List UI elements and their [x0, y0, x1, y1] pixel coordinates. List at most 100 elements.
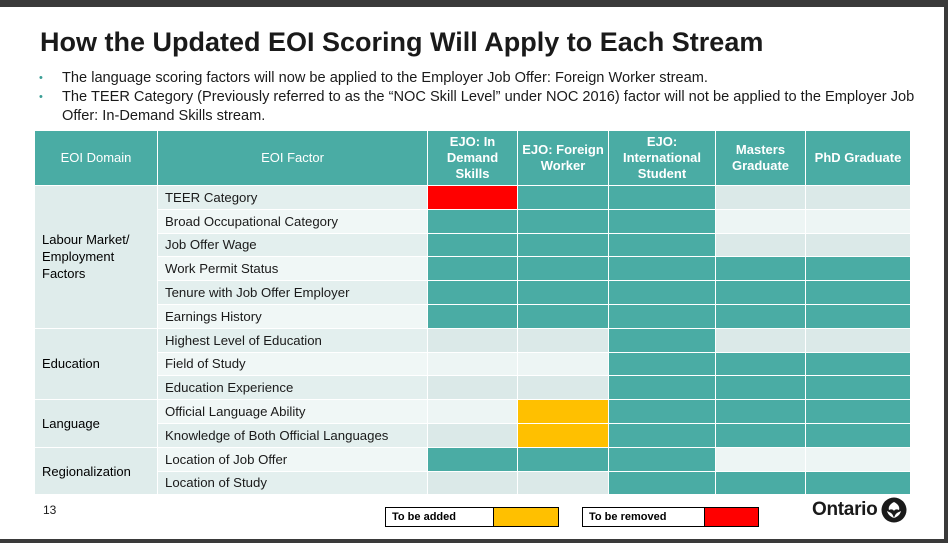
factor-cell: Work Permit Status: [158, 257, 428, 282]
factor-cell: Tenure with Job Offer Employer: [158, 281, 428, 305]
status-cell-applied: [716, 400, 806, 424]
legend-to-be-added: To be added: [385, 507, 559, 527]
factor-cell: Job Offer Wage: [158, 233, 428, 258]
slide-bottom-border: [0, 539, 948, 543]
legend-removed-swatch: [705, 508, 758, 526]
status-cell-applied: [609, 471, 716, 496]
status-cell-applied: [716, 471, 806, 496]
status-cell-added: [518, 423, 609, 448]
status-cell-applied: [609, 233, 716, 258]
status-cell-not-applied: [806, 328, 911, 353]
status-cell-applied: [806, 471, 911, 496]
status-cell-applied: [428, 447, 518, 472]
status-cell-applied: [609, 186, 716, 210]
status-cell-applied: [716, 281, 806, 305]
status-cell-not-applied: [518, 471, 609, 496]
status-cell-applied: [609, 209, 716, 234]
status-cell-not-applied: [806, 209, 911, 234]
domain-education: Education: [35, 328, 158, 401]
status-cell-not-applied: [518, 376, 609, 401]
status-cell-applied: [806, 423, 911, 448]
status-cell-applied: [609, 352, 716, 377]
status-cell-applied: [609, 257, 716, 282]
status-cell-applied: [806, 376, 911, 401]
status-cell-applied: [609, 423, 716, 448]
page-number: 13: [43, 503, 57, 517]
status-cell-applied: [716, 304, 806, 329]
slide-title: How the Updated EOI Scoring Will Apply t…: [40, 27, 764, 57]
status-cell-applied: [518, 281, 609, 305]
factor-cell: Knowledge of Both Official Languages: [158, 423, 428, 448]
status-cell-removed: [428, 186, 518, 210]
status-cell-not-applied: [518, 352, 609, 377]
status-cell-applied: [428, 304, 518, 329]
status-cell-applied: [518, 257, 609, 282]
status-cell-applied: [806, 257, 911, 282]
ontario-wordmark: Ontario: [812, 499, 878, 520]
legend-to-be-removed: To be removed: [582, 507, 759, 527]
domain-regionalization: Regionalization: [35, 447, 158, 496]
header-masters-graduate: Masters Graduate: [716, 131, 806, 186]
factor-cell: Education Experience: [158, 376, 428, 401]
header-phd-graduate: PhD Graduate: [806, 131, 911, 186]
status-cell-not-applied: [428, 471, 518, 496]
trillium-icon: [881, 497, 907, 523]
status-cell-applied: [806, 281, 911, 305]
header-ejo-international-student: EJO: International Student: [609, 131, 716, 186]
status-cell-not-applied: [428, 423, 518, 448]
status-cell-applied: [609, 400, 716, 424]
status-cell-applied: [716, 352, 806, 377]
header-eoi-domain: EOI Domain: [35, 131, 158, 186]
status-cell-applied: [716, 257, 806, 282]
legend-added-swatch: [494, 508, 558, 526]
status-cell-applied: [806, 400, 911, 424]
status-cell-not-applied: [428, 328, 518, 353]
status-cell-applied: [609, 447, 716, 472]
status-cell-not-applied: [518, 328, 609, 353]
header-ejo-foreign-worker: EJO: Foreign Worker: [518, 131, 609, 186]
status-cell-not-applied: [428, 352, 518, 377]
bullet-item: The language scoring factors will now be…: [38, 69, 918, 88]
status-cell-applied: [609, 376, 716, 401]
status-cell-not-applied: [428, 400, 518, 424]
status-cell-not-applied: [716, 209, 806, 234]
status-cell-applied: [518, 233, 609, 258]
status-cell-not-applied: [806, 447, 911, 472]
slide-top-border: [0, 0, 948, 7]
status-cell-applied: [428, 209, 518, 234]
header-eoi-factor: EOI Factor: [158, 131, 428, 186]
factor-cell: Field of Study: [158, 352, 428, 377]
status-cell-not-applied: [716, 328, 806, 353]
status-cell-not-applied: [716, 186, 806, 210]
slide-right-border: [944, 0, 948, 543]
status-cell-applied: [716, 423, 806, 448]
status-cell-applied: [518, 304, 609, 329]
header-ejo-in-demand-skills: EJO: In Demand Skills: [428, 131, 518, 186]
factor-cell: Broad Occupational Category: [158, 209, 428, 234]
eoi-scoring-table: EOI Domain EOI Factor EJO: In Demand Ski…: [35, 131, 911, 496]
status-cell-applied: [716, 376, 806, 401]
domain-language: Language: [35, 400, 158, 448]
factor-cell: Official Language Ability: [158, 400, 428, 424]
status-cell-applied: [518, 186, 609, 210]
status-cell-applied: [609, 304, 716, 329]
bullet-item: The TEER Category (Previously referred t…: [38, 88, 918, 126]
ontario-logo: Ontario: [812, 496, 907, 524]
status-cell-not-applied: [806, 186, 911, 210]
legend-removed-label: To be removed: [583, 508, 705, 526]
status-cell-applied: [518, 209, 609, 234]
status-cell-applied: [518, 447, 609, 472]
factor-cell: Highest Level of Education: [158, 328, 428, 353]
domain-labour-market: Labour Market/ Employment Factors: [35, 186, 158, 329]
legend-added-label: To be added: [386, 508, 494, 526]
status-cell-not-applied: [806, 233, 911, 258]
status-cell-applied: [428, 233, 518, 258]
factor-cell: TEER Category: [158, 186, 428, 210]
status-cell-applied: [806, 304, 911, 329]
status-cell-not-applied: [716, 233, 806, 258]
status-cell-applied: [609, 328, 716, 353]
status-cell-applied: [428, 281, 518, 305]
bullet-list: The language scoring factors will now be…: [38, 69, 918, 126]
status-cell-applied: [806, 352, 911, 377]
status-cell-not-applied: [716, 447, 806, 472]
